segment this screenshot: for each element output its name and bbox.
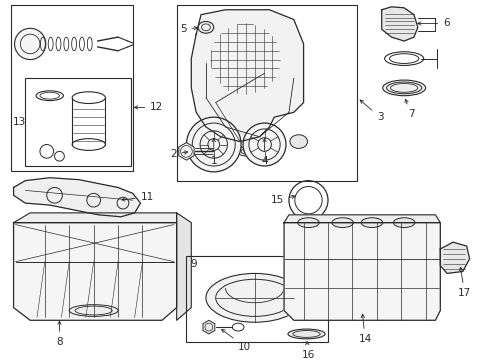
Ellipse shape bbox=[393, 218, 415, 228]
Text: 4: 4 bbox=[261, 139, 268, 166]
Ellipse shape bbox=[237, 147, 259, 156]
Circle shape bbox=[186, 117, 241, 172]
Polygon shape bbox=[382, 7, 418, 41]
Text: 1: 1 bbox=[210, 139, 217, 166]
Ellipse shape bbox=[69, 305, 118, 316]
Ellipse shape bbox=[361, 218, 383, 228]
Circle shape bbox=[201, 15, 289, 103]
Polygon shape bbox=[191, 10, 304, 141]
Text: 2: 2 bbox=[170, 149, 188, 159]
Circle shape bbox=[243, 123, 286, 166]
Text: 9: 9 bbox=[190, 258, 196, 269]
Bar bbox=[177, 5, 357, 181]
Polygon shape bbox=[14, 178, 141, 217]
Ellipse shape bbox=[288, 329, 325, 339]
Polygon shape bbox=[203, 320, 215, 334]
Text: 7: 7 bbox=[405, 99, 415, 120]
Ellipse shape bbox=[206, 274, 304, 322]
Polygon shape bbox=[14, 222, 177, 320]
Text: 14: 14 bbox=[359, 314, 372, 344]
Text: 15: 15 bbox=[271, 195, 295, 205]
Text: 3: 3 bbox=[360, 100, 384, 122]
Polygon shape bbox=[441, 242, 469, 274]
Bar bbox=[25, 78, 131, 166]
Polygon shape bbox=[177, 213, 191, 320]
Text: 13: 13 bbox=[13, 117, 26, 127]
Text: 5: 5 bbox=[180, 24, 197, 34]
Text: 16: 16 bbox=[302, 342, 315, 360]
Text: 6: 6 bbox=[417, 18, 450, 28]
Text: 11: 11 bbox=[122, 192, 154, 202]
Text: 10: 10 bbox=[221, 329, 251, 352]
Ellipse shape bbox=[290, 135, 308, 148]
Text: 12: 12 bbox=[134, 102, 164, 112]
Polygon shape bbox=[14, 213, 177, 222]
Ellipse shape bbox=[332, 218, 353, 228]
Text: 17: 17 bbox=[458, 267, 471, 298]
Bar bbox=[186, 256, 328, 342]
Text: 8: 8 bbox=[56, 321, 63, 347]
Polygon shape bbox=[179, 143, 194, 160]
Ellipse shape bbox=[298, 218, 319, 228]
Bar bbox=[11, 5, 133, 171]
Ellipse shape bbox=[383, 80, 426, 96]
Polygon shape bbox=[284, 215, 441, 222]
Polygon shape bbox=[284, 222, 441, 320]
Circle shape bbox=[15, 28, 46, 59]
